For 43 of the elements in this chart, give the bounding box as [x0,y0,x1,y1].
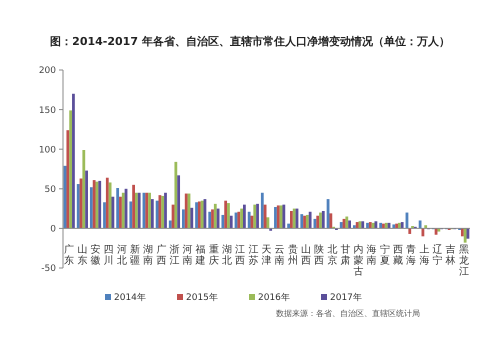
y-tick-label: 150 [38,106,56,116]
x-tick-label: 海南 [366,243,377,266]
x-tick-label: 湖北 [222,243,232,266]
x-tick-label: 山西 [300,243,311,266]
x-tick-label: 吉林 [444,243,456,266]
y-tick-label: 50 [44,184,56,195]
chart-title: 图：2014-2017 年各省、自治区、直辖市常住人口净增变动情况（单位：万人） [50,35,450,48]
legend-label: 2015年 [186,292,218,303]
y-tick-label: 0 [50,224,56,235]
legend-label: 2014年 [114,292,146,303]
x-tick-label: 青海 [406,243,416,266]
x-tick-label: 甘肃 [340,243,350,266]
x-tick-label: 西藏 [393,244,403,266]
x-tick-label: 广西 [156,243,166,266]
x-tick-label: 江苏 [248,243,258,266]
x-tick-label: 陕西 [314,243,324,266]
x-tick-label: 内蒙古 [354,243,364,278]
legend-label: 2016年 [258,292,290,303]
y-tick-label: -50 [41,264,56,274]
x-tick-label: 辽宁 [432,243,442,266]
x-tick-label: 上海 [419,243,430,266]
x-tick-label: 云南 [274,244,285,266]
x-tick-label: 广东 [64,243,74,266]
source-note: 数据来源：各省、自治区、直辖区统计局 [276,309,420,318]
y-tick-label: 200 [38,66,56,76]
x-tick-label: 浙江 [169,243,180,266]
y-tick-label: 100 [38,145,56,156]
x-tick-label: 北京 [327,243,338,266]
x-tick-label: 河南 [182,243,193,266]
x-tick-label: 天津 [262,244,272,266]
x-tick-label: 福建 [194,243,206,266]
x-tick-label: 重庆 [208,243,219,266]
x-tick-label: 湖南 [143,243,154,266]
x-tick-label: 安徽 [90,243,101,266]
x-tick-label: 黑龙江 [458,244,469,278]
x-tick-label: 贵州 [288,243,298,266]
x-tick-label: 江西 [235,243,246,266]
x-tick-label: 山东 [77,243,88,266]
x-tick-label: 四川 [104,244,114,266]
x-tick-label: 河北 [116,243,127,266]
x-tick-label: 宁夏 [380,243,390,266]
x-tick-label: 新疆 [130,243,140,266]
legend-label: 2017年 [330,292,362,303]
